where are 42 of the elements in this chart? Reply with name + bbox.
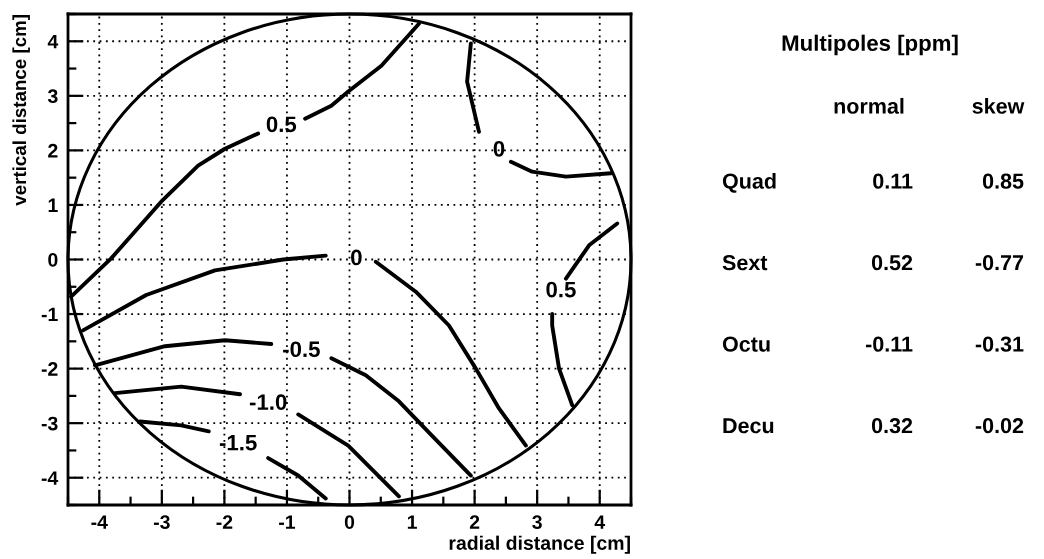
x-tick-label: 2 — [469, 515, 480, 529]
y-tick-label: 2 — [48, 143, 58, 158]
x-tick-label: 1 — [407, 515, 417, 529]
y-tick-label: 0 — [48, 252, 58, 267]
series-label: -1.0 — [249, 394, 287, 410]
text: 0.11 — [873, 173, 913, 189]
y-tick-label: 1 — [48, 198, 58, 212]
series-label: 0.5 — [266, 116, 297, 133]
x-axis-title: radial distance [cm] — [449, 535, 630, 554]
text: Quad — [722, 172, 776, 193]
text: Sext — [722, 255, 768, 271]
text: 0.32 — [871, 418, 913, 434]
x-tick-label: -4 — [91, 515, 108, 529]
text: 0.52 — [871, 255, 913, 271]
text: Decu — [723, 418, 774, 434]
series-label: 0.5 — [546, 281, 576, 298]
series-label: -0.5 — [283, 341, 320, 358]
text: -0.31 — [975, 336, 1024, 352]
x-tick-label: -2 — [216, 515, 233, 529]
text: Multipoles [ppm] — [782, 34, 958, 56]
y-tick-label: 3 — [47, 89, 58, 104]
y-tick-label: -4 — [41, 471, 59, 485]
y-tick-label: -1 — [41, 307, 58, 322]
series-label: 0 — [493, 140, 505, 157]
text: -0.77 — [975, 255, 1024, 271]
x-tick-label: -1 — [279, 515, 296, 529]
x-tick-label: 4 — [594, 515, 606, 529]
text: 0.85 — [982, 173, 1024, 189]
series-label: -1.5 — [219, 435, 257, 451]
x-tick-label: -3 — [153, 515, 170, 530]
y-tick-label: 4 — [47, 34, 59, 49]
series-label: 0 — [351, 249, 362, 266]
x-tick-label: 3 — [532, 515, 542, 530]
x-tick-label: 0 — [344, 515, 355, 529]
y-tick-label: -2 — [41, 362, 58, 376]
text: -0.02 — [975, 418, 1024, 434]
text: normal — [834, 97, 904, 114]
text: Octu — [722, 336, 770, 352]
text: -0.11 — [865, 336, 913, 352]
text: skew — [972, 97, 1025, 114]
y-axis-title: vertical distance [cm] — [12, 15, 30, 206]
y-tick-label: -3 — [41, 416, 58, 431]
